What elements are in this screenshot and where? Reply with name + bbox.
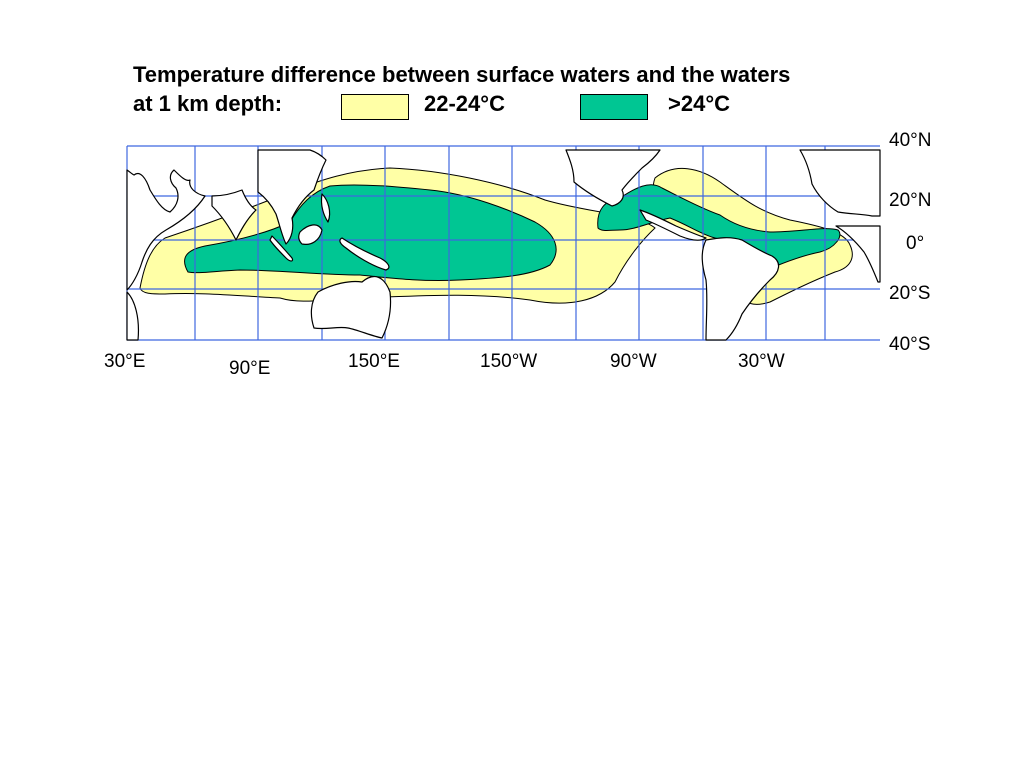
hot-zone-indo-pacific (184, 184, 557, 282)
landmass-south-america (701, 237, 780, 341)
legend-label-hot: >24°C (668, 91, 731, 116)
landmass-southeast-asia (257, 149, 327, 245)
landmass-philippines (320, 193, 331, 223)
landmass-central-america (639, 209, 707, 241)
lat-label-20s: 20°S (889, 283, 931, 304)
lon-label-150w: 150°W (480, 351, 538, 372)
landmass-europe (799, 149, 881, 217)
lon-label-30w: 30°W (738, 351, 785, 372)
lon-label-30e: 30°E (104, 351, 146, 372)
landmass-africa-west (126, 291, 140, 341)
lat-label-40s: 40°S (889, 334, 931, 355)
legend-swatch-warm (341, 94, 409, 120)
coastlines (126, 149, 881, 341)
landmass-west-africa (835, 225, 881, 283)
lon-label-90e: 90°E (229, 358, 271, 379)
landmass-arabia-east-africa (126, 169, 206, 291)
landmass-india (211, 189, 257, 241)
lat-label-equator: 0° (906, 233, 925, 254)
landmass-borneo (298, 224, 323, 245)
legend-label-warm: 22-24°C (424, 91, 505, 116)
chart-subtitle: at 1 km depth: (133, 91, 283, 116)
lat-label-20n: 20°N (889, 190, 932, 211)
landmass-australia (310, 275, 392, 339)
lat-label-40n: 40°N (889, 130, 932, 151)
lon-label-150e: 150°E (348, 351, 400, 372)
lon-label-90w: 90°W (610, 351, 657, 372)
hot-zone-atlantic (597, 184, 841, 274)
landmass-north-america (565, 149, 661, 207)
legend-swatch-hot (580, 94, 648, 120)
landmass-sumatra (269, 235, 294, 262)
chart-title: Temperature difference between surface w… (133, 62, 791, 87)
landmass-new-guinea (339, 237, 390, 271)
